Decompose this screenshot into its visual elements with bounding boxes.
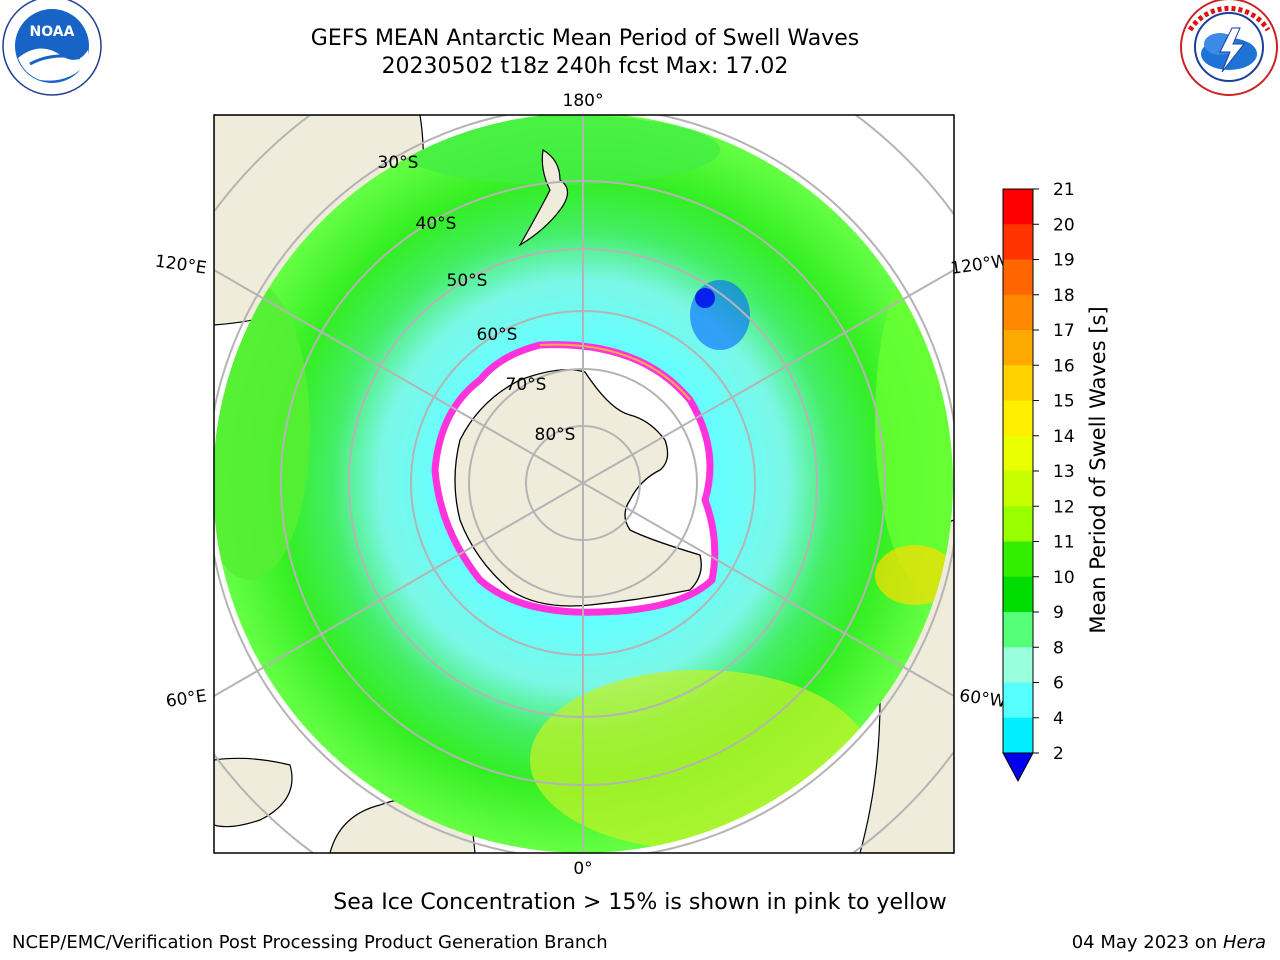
lat-label-50s: 50°S bbox=[447, 271, 488, 291]
land-africa-east bbox=[214, 757, 293, 828]
footer-date-text: 04 May 2023 on bbox=[1071, 932, 1223, 953]
sea-ice-caption: Sea Ice Concentration > 15% is shown in … bbox=[333, 890, 947, 915]
colorbar: 21 20 19 18 17 16 15 14 13 12 11 10 9 8 6 4 2 bbox=[1002, 180, 1075, 783]
colorbar-underflow-triangle bbox=[1002, 752, 1034, 783]
footer-branch: NCEP/EMC/Verification Post Processing Pr… bbox=[12, 932, 608, 953]
footer-host: Hera bbox=[1222, 932, 1266, 953]
colorbar-tick-label: 20 bbox=[1053, 215, 1075, 235]
colorbar-tick-label: 17 bbox=[1053, 321, 1075, 341]
colorbar-tick-label: 18 bbox=[1053, 286, 1075, 306]
colorbar-segment bbox=[1003, 400, 1033, 437]
lat-label-70s: 70°S bbox=[506, 375, 547, 395]
colorbar-segment bbox=[1003, 506, 1033, 542]
lon-label-120e: 120°E bbox=[154, 252, 208, 279]
colorbar-segment bbox=[1003, 647, 1033, 683]
colorbar-tick-label: 2 bbox=[1053, 744, 1064, 764]
map-frame bbox=[213, 114, 955, 854]
colorbar-segment bbox=[1003, 682, 1033, 719]
lat-label-40s: 40°S bbox=[416, 214, 457, 234]
lon-label-60e: 60°E bbox=[165, 686, 208, 711]
colorbar-segment bbox=[1003, 576, 1033, 613]
colorbar-segment bbox=[1003, 717, 1033, 754]
colorbar-segment bbox=[1003, 189, 1033, 225]
colorbar-tick-label: 4 bbox=[1053, 709, 1064, 729]
colorbar-tick-label: 10 bbox=[1053, 568, 1075, 588]
colorbar-tick-label: 21 bbox=[1053, 180, 1075, 200]
colorbar-segment bbox=[1003, 435, 1033, 472]
noaa-logo: NOAA bbox=[2, 0, 102, 96]
colorbar-tick-label: 9 bbox=[1053, 603, 1064, 623]
colorbar-segment bbox=[1003, 330, 1033, 366]
title-line-2: 20230502 t18z 240h fcst Max: 17.02 bbox=[381, 54, 789, 79]
colorbar-tick-label: 16 bbox=[1053, 356, 1075, 376]
colorbar-tick-label: 15 bbox=[1053, 392, 1075, 412]
nws-logo bbox=[1180, 0, 1278, 96]
colorbar-segment bbox=[1003, 224, 1033, 260]
lat-label-80s: 80°S bbox=[535, 425, 576, 445]
colorbar-label: Mean Period of Swell Waves [s] bbox=[1086, 306, 1110, 633]
land-antarctica bbox=[454, 369, 702, 607]
land-new-zealand bbox=[518, 149, 569, 247]
colorbar-segment bbox=[1003, 612, 1033, 648]
colorbar-tick-label: 12 bbox=[1053, 497, 1075, 517]
colorbar-segment bbox=[1003, 259, 1033, 296]
footer-date: 04 May 2023 on Hera bbox=[1072, 932, 1266, 953]
colorbar-segment bbox=[1003, 541, 1033, 578]
colorbar-segment bbox=[1003, 471, 1033, 507]
colorbar-segment bbox=[1003, 365, 1033, 401]
colorbar-tick-label: 6 bbox=[1053, 674, 1064, 694]
colorbar-segment bbox=[1003, 294, 1033, 331]
map-panel bbox=[214, 115, 954, 853]
noaa-logo-text: NOAA bbox=[30, 24, 75, 40]
lat-label-60s: 60°S bbox=[477, 325, 518, 345]
lon-label-180: 180° bbox=[563, 91, 604, 111]
lon-label-120w: 120°W bbox=[949, 251, 1009, 279]
title-line-1: GEFS MEAN Antarctic Mean Period of Swell… bbox=[310, 26, 860, 51]
colorbar-tick-label: 13 bbox=[1053, 462, 1075, 482]
graticule bbox=[214, 115, 954, 853]
colorbar-tick-label: 8 bbox=[1053, 638, 1064, 658]
colorbar-tick-label: 14 bbox=[1053, 427, 1075, 447]
lat-label-30s: 30°S bbox=[378, 153, 419, 173]
colorbar-tick-label: 19 bbox=[1053, 251, 1075, 271]
colorbar-tick-label: 11 bbox=[1053, 533, 1075, 553]
lon-label-60w: 60°W bbox=[958, 686, 1007, 712]
lon-label-0: 0° bbox=[573, 859, 592, 879]
